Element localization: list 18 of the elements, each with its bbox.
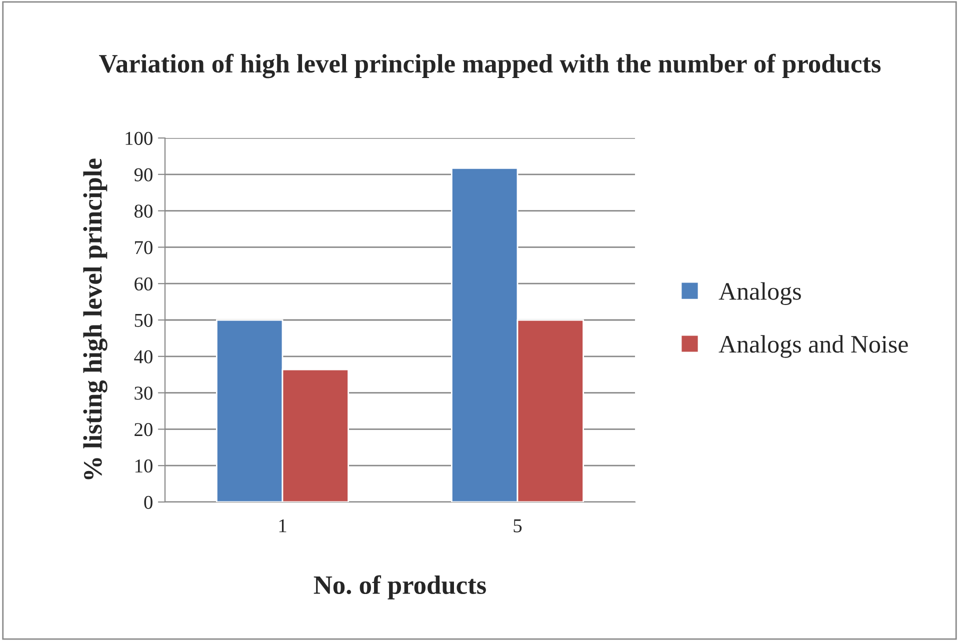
y-tick-label: 70: [135, 241, 152, 254]
y-tick-label: 60: [134, 277, 152, 291]
y-tick-label: 20: [134, 423, 152, 436]
y-tick-label: 0: [144, 496, 152, 509]
x-tick-label: 1: [279, 519, 286, 532]
y-tick-label: 100: [126, 132, 152, 145]
chart-title: Variation of high level principle mapped with the number of products: [99, 54, 881, 78]
x-axis-title: No. of products: [314, 575, 486, 600]
x-tick-label: 5: [514, 519, 522, 532]
legend-label: Analogs: [718, 282, 801, 305]
legend-label: Analogs and Noise: [718, 335, 908, 358]
y-tick-label: 90: [134, 168, 152, 182]
y-tick-label: 50: [134, 314, 152, 327]
y-tick-label: 10: [135, 459, 152, 473]
y-tick-label: 30: [134, 386, 152, 400]
y-axis-title: % listing high level principle: [83, 158, 108, 480]
y-tick-label: 80: [134, 204, 152, 218]
y-tick-label: 40: [134, 350, 152, 364]
